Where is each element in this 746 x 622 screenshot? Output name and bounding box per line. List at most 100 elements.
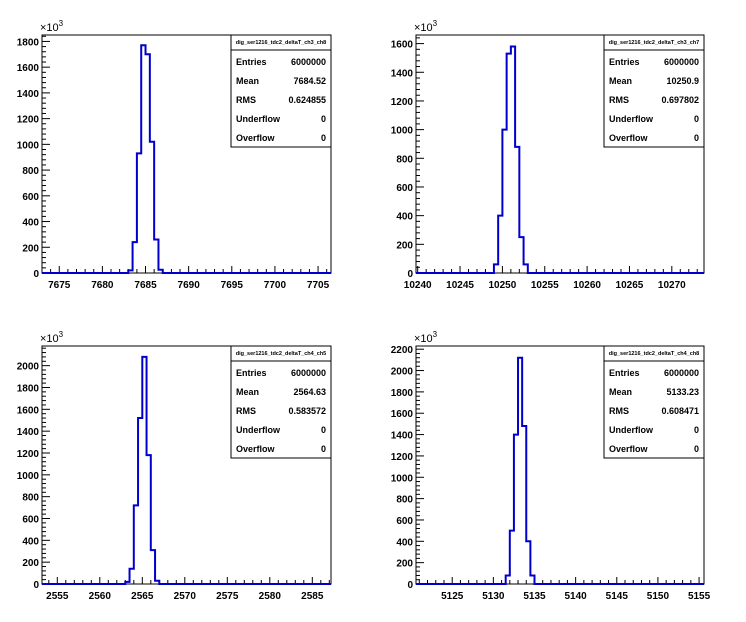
x-tick-label: 10270 xyxy=(658,280,686,291)
x-tick-label: 5130 xyxy=(482,591,505,602)
y-tick-label: 400 xyxy=(22,218,39,229)
y-exponent-label: ×103 xyxy=(40,19,64,34)
y-exponent-power: 3 xyxy=(59,19,64,28)
x-tick-label: 10260 xyxy=(573,280,601,291)
y-tick-label: 1600 xyxy=(391,409,414,420)
stats-box-title: dig_ser1216_tdc2_deltaT_ch4_ch5 xyxy=(236,351,327,357)
x-tick-label: 5150 xyxy=(647,591,670,602)
y-tick-label: 600 xyxy=(396,183,413,194)
x-tick-label: 10245 xyxy=(446,280,474,291)
y-tick-label: 1800 xyxy=(17,37,40,48)
stats-value: 0.624855 xyxy=(288,95,326,105)
y-tick-label: 2000 xyxy=(391,367,414,378)
y-tick-label: 1200 xyxy=(17,449,40,460)
x-tick-label: 2585 xyxy=(301,591,324,602)
stats-value: 0 xyxy=(694,114,699,124)
y-tick-label: 1600 xyxy=(391,40,414,51)
stats-value: 0 xyxy=(694,425,699,435)
stats-label: Underflow xyxy=(236,114,281,124)
y-tick-label: 1400 xyxy=(391,68,414,79)
stats-value: 0.583572 xyxy=(288,406,326,416)
x-tick-label: 7690 xyxy=(178,280,201,291)
histogram-panel-3: 2555 2560 2565 2570 2575 2580 2585 0 200 400 600 80… xyxy=(17,330,332,602)
stats-value: 0 xyxy=(694,133,699,143)
y-tick-label: 200 xyxy=(22,243,39,254)
stats-label: Entries xyxy=(609,57,640,67)
stats-box-frame xyxy=(603,34,705,148)
x-tick-label: 2565 xyxy=(131,591,154,602)
stats-box-title: dig_ser1216_tdc2_deltaT_ch3_ch7 xyxy=(609,40,700,46)
y-tick-label: 1400 xyxy=(17,427,40,438)
stats-label: Overflow xyxy=(609,444,649,454)
stats-value: 0.608471 xyxy=(661,406,699,416)
y-exponent-label: ×103 xyxy=(414,330,438,345)
stats-label: Underflow xyxy=(609,114,654,124)
stats-value: 0 xyxy=(321,444,326,454)
x-tick-label: 10250 xyxy=(488,280,516,291)
x-tick-label: 5140 xyxy=(565,591,588,602)
x-tick-label: 5135 xyxy=(523,591,546,602)
stats-value: 5133.23 xyxy=(666,387,699,397)
stats-label: Entries xyxy=(236,57,267,67)
y-tick-label: 1200 xyxy=(17,115,40,126)
x-tick-label: 2560 xyxy=(89,591,112,602)
x-tick-label: 2575 xyxy=(216,591,239,602)
y-tick-label: 800 xyxy=(22,493,39,504)
stats-label: RMS xyxy=(609,406,629,416)
x-tick-label: 10265 xyxy=(616,280,644,291)
y-tick-label: 1200 xyxy=(391,452,414,463)
x-tick-label: 2555 xyxy=(46,591,69,602)
y-tick-label: 200 xyxy=(22,558,39,569)
y-tick-label: 600 xyxy=(22,514,39,525)
y-tick-label: 0 xyxy=(33,269,39,280)
stats-label: RMS xyxy=(236,406,256,416)
stats-value: 2564.63 xyxy=(293,387,326,397)
stats-label: Mean xyxy=(236,387,259,397)
y-exponent-label: ×103 xyxy=(40,330,64,345)
stats-label: Overflow xyxy=(609,133,649,143)
histogram-panel-2: 10240 10245 10250 10255 10260 10265 10270 0 200 4… xyxy=(391,19,705,291)
y-tick-label: 1000 xyxy=(391,473,414,484)
stats-value: 0 xyxy=(694,444,699,454)
y-tick-label: 1200 xyxy=(391,97,414,108)
y-tick-label: 800 xyxy=(396,154,413,165)
stats-value: 0.697802 xyxy=(661,95,699,105)
y-tick-label: 600 xyxy=(22,192,39,203)
stats-value: 7684.52 xyxy=(293,76,326,86)
y-tick-label: 0 xyxy=(33,580,39,591)
histogram-outline xyxy=(42,355,331,585)
stats-value: 6000000 xyxy=(291,368,326,378)
y-tick-label: 1400 xyxy=(17,89,40,100)
y-tick-label: 2000 xyxy=(17,362,40,373)
y-tick-label: 600 xyxy=(396,516,413,527)
stats-label: Entries xyxy=(236,368,267,378)
y-tick-label: 2200 xyxy=(391,345,414,356)
stats-label: RMS xyxy=(236,95,256,105)
stats-box: dig_ser1216_tdc2_deltaT_ch3_ch7 Entries 60… xyxy=(603,34,705,148)
x-tick-label: 7675 xyxy=(48,280,71,291)
y-tick-label: 800 xyxy=(396,495,413,506)
stats-label: Mean xyxy=(609,76,632,86)
histogram-outline xyxy=(416,356,704,585)
histogram-outline xyxy=(42,44,331,274)
y-exponent-power: 3 xyxy=(433,19,438,28)
y-tick-label: 400 xyxy=(396,537,413,548)
y-tick-label: 1000 xyxy=(17,471,40,482)
x-tick-label: 2570 xyxy=(174,591,197,602)
histogram-panel-1: 7675 7680 7685 7690 7695 7700 7705 0 200 400 600 80… xyxy=(17,19,332,291)
stats-box-title: dig_ser1216_tdc2_deltaT_ch3_ch8 xyxy=(236,40,327,46)
y-exponent-power: 3 xyxy=(59,330,64,339)
y-tick-label: 800 xyxy=(22,166,39,177)
y-tick-label: 0 xyxy=(407,269,413,280)
stats-label: Mean xyxy=(236,76,259,86)
stats-box: dig_ser1216_tdc2_deltaT_ch4_ch5 Entries 60… xyxy=(230,345,332,459)
y-tick-label: 1600 xyxy=(17,63,40,74)
stats-value: 6000000 xyxy=(291,57,326,67)
y-tick-label: 1400 xyxy=(391,431,414,442)
x-tick-label: 5145 xyxy=(606,591,629,602)
y-tick-label: 200 xyxy=(396,559,413,570)
stats-value: 0 xyxy=(321,425,326,435)
stats-label: RMS xyxy=(609,95,629,105)
y-exponent-power: 3 xyxy=(433,330,438,339)
